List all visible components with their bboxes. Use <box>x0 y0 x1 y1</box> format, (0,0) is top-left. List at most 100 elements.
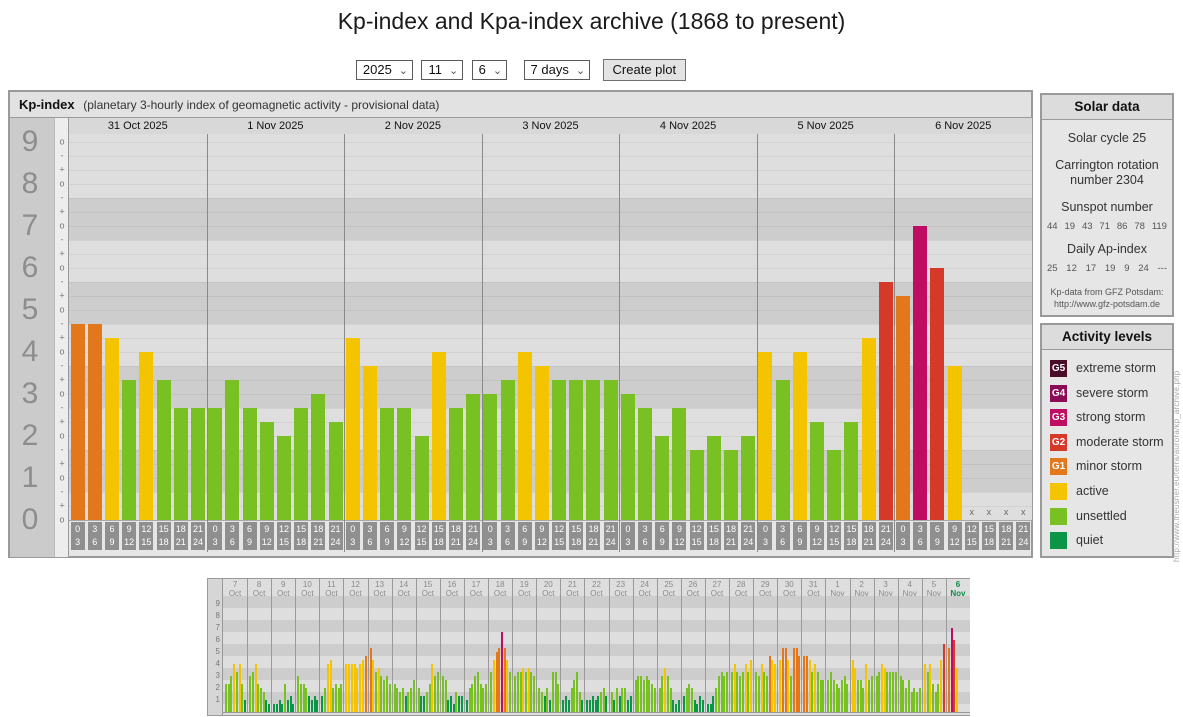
day-divider <box>481 118 483 552</box>
mini-kp-bar <box>326 664 329 712</box>
y-subtick-label: + <box>59 458 65 469</box>
mini-kp-bar <box>380 676 383 712</box>
y-subtick-label: - <box>60 234 64 245</box>
mini-kp-bar <box>425 691 428 712</box>
mini-kp-bar <box>913 688 916 712</box>
time-slot-label: 18 21 <box>448 522 463 550</box>
mini-kp-bar <box>808 660 811 712</box>
y-axis-label: 1 <box>21 461 39 494</box>
mini-kp-bar <box>613 700 616 712</box>
ap-value: 19 <box>1104 263 1116 274</box>
mini-day-divider <box>777 579 779 712</box>
mini-day-label: 3 Nov <box>878 580 893 598</box>
month-select[interactable]: 11 ⌄ <box>421 60 464 80</box>
legend-item: G1 minor storm <box>1050 455 1172 480</box>
mini-kp-bar <box>345 664 348 712</box>
mini-day-label: 21 Oct <box>566 580 579 598</box>
chevron-down-icon: ⌄ <box>398 65 409 77</box>
mini-kp-bar <box>806 656 809 712</box>
mini-day-divider <box>704 579 706 712</box>
mini-day-label: 2 Nov <box>854 580 869 598</box>
y-subtick-label: o <box>59 472 65 483</box>
mini-day-label: 16 Oct <box>445 580 459 598</box>
legend-swatch: G5 <box>1050 360 1067 377</box>
y-subtick-label: o <box>59 514 65 525</box>
y-subtick-label: - <box>60 486 64 497</box>
mini-day-label: 10 Oct <box>301 580 314 598</box>
y-subtick-label: o <box>59 346 65 357</box>
no-data-marker: x <box>1021 507 1026 517</box>
mini-day-divider <box>873 579 875 712</box>
day-divider <box>344 118 346 552</box>
mini-kp-bar <box>369 648 372 712</box>
mini-day-label: 5 Nov <box>926 580 941 598</box>
mini-kp-bar <box>586 700 589 712</box>
mini-kp-bar <box>717 676 720 712</box>
mini-kp-bar <box>918 688 921 712</box>
time-slot-label: 21 24 <box>603 522 618 550</box>
y-axis-label: 6 <box>21 251 39 284</box>
mini-y-label: 3 <box>215 671 220 680</box>
mini-day-label: 27 Oct <box>710 580 724 598</box>
kp-bar <box>242 407 257 520</box>
mini-kp-bar <box>230 676 233 712</box>
ap-value: 12 <box>1066 263 1077 274</box>
mini-kp-bar <box>500 631 503 712</box>
mini-kp-bar <box>300 684 302 712</box>
mini-kp-bar <box>278 700 281 712</box>
mini-kp-bar <box>281 703 284 712</box>
mini-day-label: 26 Oct <box>686 580 700 598</box>
mini-kp-bar <box>661 676 664 712</box>
mini-y-label: 4 <box>215 659 220 668</box>
mini-kp-bar <box>854 668 857 712</box>
kp-bar <box>311 394 326 520</box>
kp-data-source: Kp-data from GFZ Potsdam: http://www.gfz… <box>1050 287 1164 309</box>
mini-kp-bar <box>292 703 295 712</box>
mini-kp-bar <box>251 672 254 712</box>
mini-kp-bar <box>757 676 760 712</box>
y-subtick-label: o <box>59 220 65 231</box>
year-select[interactable]: 2025 ⌄ <box>355 60 414 80</box>
create-plot-button[interactable]: Create plot <box>602 59 687 81</box>
time-slot-label: 18 21 <box>311 522 326 550</box>
y-axis-label: 5 <box>21 293 39 326</box>
mini-kp-bar <box>736 672 739 712</box>
mini-kp-bar <box>567 700 570 712</box>
mini-kp-bar <box>265 700 268 712</box>
mini-kp-bar <box>308 696 311 712</box>
y-axis-numbers: 0 1 2 3 4 5 6 7 8 9 <box>10 118 54 557</box>
time-slot-label: 12 15 <box>552 522 567 550</box>
mini-kp-bar <box>798 655 801 712</box>
legend-swatch: G3 <box>1050 409 1067 427</box>
y-axis-label: 2 <box>21 419 39 452</box>
mini-y-label: 1 <box>215 695 220 704</box>
mini-kp-bar <box>233 664 236 712</box>
chevron-down-icon: ⌄ <box>492 65 503 77</box>
mini-kp-bar <box>929 664 932 712</box>
mini-kp-bar <box>417 688 420 712</box>
range-select[interactable]: 7 days ⌄ <box>523 60 591 80</box>
time-slot-label: 15 18 <box>982 522 996 550</box>
ap-value: 25 <box>1047 263 1058 274</box>
mini-kp-bar <box>509 672 512 712</box>
mini-kp-bar <box>626 700 629 712</box>
mini-kp-bar <box>838 688 841 712</box>
mini-kp-bar <box>709 703 712 712</box>
mini-kp-bar <box>602 688 605 712</box>
plot-controls: 2025 ⌄ 11 ⌄ 6 ⌄ 7 days ⌄ Create plot <box>0 59 1040 81</box>
mini-kp-bar <box>953 640 956 712</box>
mini-kp-bar <box>744 664 747 712</box>
mini-kp-bar <box>725 672 728 712</box>
mini-kp-bar <box>275 703 278 712</box>
time-slot-label: 12 15 <box>276 522 291 550</box>
mini-kp-bar <box>696 703 699 712</box>
mini-kp-bar <box>605 696 608 712</box>
legend-label: extreme storm <box>1076 361 1156 375</box>
day-select[interactable]: 6 ⌄ <box>471 60 508 80</box>
mini-kp-bar <box>525 672 528 712</box>
mini-kp-bar <box>450 696 453 712</box>
mini-day-label: 13 Oct <box>373 580 386 598</box>
